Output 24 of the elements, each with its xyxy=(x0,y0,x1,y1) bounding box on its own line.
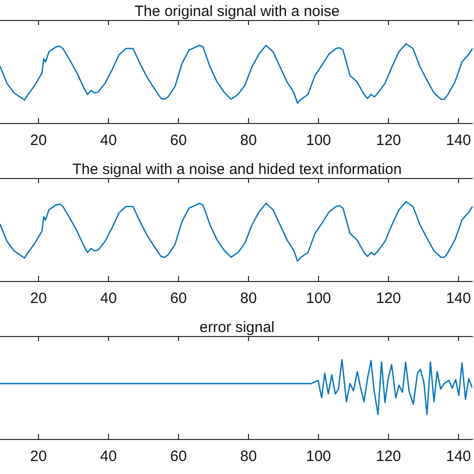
x-tick-label: 100 xyxy=(306,448,332,465)
x-tick-label: 100 xyxy=(306,290,332,307)
x-tick-label: 140 xyxy=(446,448,471,465)
x-tick-label: 60 xyxy=(170,132,187,149)
x-tick-label: 40 xyxy=(100,290,117,307)
x-tick-label: 80 xyxy=(240,448,257,465)
x-tick-label: 60 xyxy=(170,290,187,307)
chart-title: error signal xyxy=(199,319,275,336)
chart-title: The signal with a noise and hided text information xyxy=(72,161,402,178)
x-tick-label: 60 xyxy=(170,448,187,465)
x-tick-label: 120 xyxy=(376,132,402,149)
chart-title: The original signal with a noise xyxy=(134,3,340,20)
x-tick-label: 40 xyxy=(100,132,117,149)
x-tick-label: 120 xyxy=(376,290,402,307)
x-tick-label: 120 xyxy=(376,448,402,465)
x-tick-label: 100 xyxy=(306,132,332,149)
x-tick-label: 40 xyxy=(100,448,117,465)
x-tick-label: 80 xyxy=(240,290,257,307)
x-tick-label: 140 xyxy=(446,290,471,307)
x-tick-label: 20 xyxy=(30,448,47,465)
x-tick-label: 20 xyxy=(30,290,47,307)
x-tick-label: 140 xyxy=(446,132,471,149)
x-tick-label: 80 xyxy=(240,132,257,149)
x-tick-label: 20 xyxy=(30,132,47,149)
